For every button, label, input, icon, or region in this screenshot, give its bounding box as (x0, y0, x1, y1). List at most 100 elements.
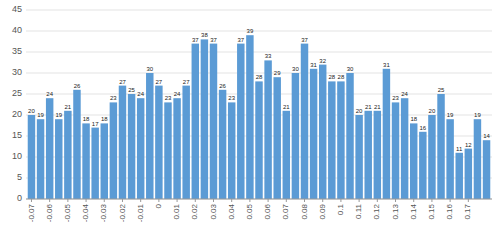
bar (374, 111, 381, 199)
bar (28, 115, 35, 199)
x-tick (104, 199, 105, 202)
y-tick-label: 10 (12, 151, 22, 161)
bar (446, 119, 453, 199)
bar (219, 90, 226, 199)
bar (383, 69, 390, 199)
data-label: 23 (110, 95, 117, 101)
bar (192, 44, 199, 199)
data-label: 27 (183, 79, 190, 85)
x-tick-label: 0 (154, 203, 163, 208)
y-grid (26, 10, 492, 199)
bar (55, 119, 62, 199)
bar (119, 86, 126, 199)
bar (237, 44, 244, 199)
x-tick (322, 199, 323, 202)
data-label: 30 (347, 66, 354, 72)
x-tick (450, 199, 451, 202)
x-tick (359, 199, 360, 202)
bar (410, 123, 417, 199)
data-label: 17 (92, 121, 99, 127)
data-label: 38 (201, 32, 208, 38)
data-label: 21 (374, 104, 381, 110)
x-axis-line (26, 199, 492, 200)
x-tick (213, 199, 214, 202)
bar (73, 90, 80, 199)
grid-line (26, 10, 492, 11)
data-label: 12 (465, 142, 472, 148)
bar (419, 132, 426, 199)
data-label: 24 (174, 91, 181, 97)
bar (364, 111, 371, 199)
data-label: 30 (292, 66, 299, 72)
x-tick-label: 0.13 (391, 203, 400, 219)
data-label: 19 (474, 112, 481, 118)
data-label: 27 (119, 79, 126, 85)
data-label: 26 (74, 83, 81, 89)
bar (437, 94, 444, 199)
bar (201, 39, 208, 199)
x-tick-label: 0.08 (300, 203, 309, 219)
bar (246, 35, 253, 199)
x-tick-label: 0.11 (354, 203, 363, 219)
data-label: 37 (237, 37, 244, 43)
bar (210, 44, 217, 199)
x-tick-label: 0.09 (318, 203, 327, 219)
x-tick-label: 0.03 (209, 203, 218, 219)
bar (101, 123, 108, 199)
data-label: 23 (392, 95, 399, 101)
data-label: 19 (37, 112, 44, 118)
data-label: 37 (192, 37, 199, 43)
grid-line (26, 73, 492, 74)
bar (346, 73, 353, 199)
data-label: 16 (419, 125, 426, 131)
grid-line (26, 31, 492, 32)
y-tick-label: 5 (17, 172, 22, 182)
bar (173, 98, 180, 199)
bar (128, 94, 135, 199)
x-tick-label: 0.17 (463, 203, 472, 219)
data-label: 31 (310, 62, 317, 68)
grid-line (26, 52, 492, 53)
x-tick-label: -0.02 (118, 203, 127, 222)
bar (465, 149, 472, 199)
x-tick-label: -0.05 (63, 203, 72, 222)
bar (82, 123, 89, 199)
data-label: 24 (46, 91, 53, 97)
x-tick-label: 0.14 (409, 203, 418, 219)
data-label: 37 (301, 37, 308, 43)
y-tick-label: 25 (12, 88, 22, 98)
x-tick (468, 199, 469, 202)
y-tick-label: 45 (12, 4, 22, 14)
x-tick-label: 0.1 (336, 203, 345, 215)
bar (401, 98, 408, 199)
x-tick (286, 199, 287, 202)
bar (155, 86, 162, 199)
data-label: 24 (401, 91, 408, 97)
x-tick (268, 199, 269, 202)
x-tick (395, 199, 396, 202)
x-tick (31, 199, 32, 202)
bar (64, 111, 71, 199)
bar (146, 73, 153, 199)
data-labels: 2019241921261817182327252430272324273738… (28, 28, 490, 152)
x-tick (140, 199, 141, 202)
bar (310, 69, 317, 199)
data-label: 28 (328, 74, 335, 80)
x-tick-label: -0.04 (81, 203, 90, 222)
y-tick-label: 40 (12, 25, 22, 35)
x-tick-label: 0.05 (245, 203, 254, 219)
bar (328, 81, 335, 199)
x-tick-label: 0.15 (427, 203, 436, 219)
bar (164, 102, 171, 199)
grid-line (26, 199, 492, 200)
bar (46, 98, 53, 199)
x-tick-label: 0.01 (172, 203, 181, 219)
y-tick-label: 30 (12, 67, 22, 77)
x-tick-label: 0.02 (190, 203, 199, 219)
x-tick (67, 199, 68, 202)
x-tick (195, 199, 196, 202)
x-tick (231, 199, 232, 202)
bar (292, 73, 299, 199)
x-tick-label: 0.04 (227, 203, 236, 219)
x-tick (122, 199, 123, 202)
